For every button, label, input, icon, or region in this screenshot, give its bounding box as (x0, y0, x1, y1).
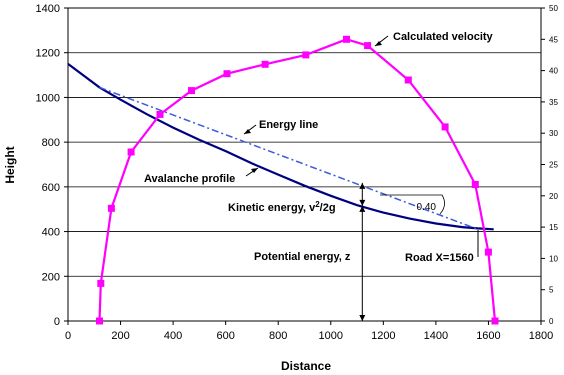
arrow-head (251, 168, 258, 173)
y2-tick-label: 35 (549, 98, 558, 107)
series-layer (67, 35, 499, 325)
grid (68, 52, 541, 277)
y-axis-title: Height (3, 146, 17, 183)
x-tick-label: 1400 (424, 330, 448, 342)
label-kinetic-energy: Kinetic energy, v2/2g (228, 200, 336, 214)
x-tick-label: 400 (164, 330, 182, 342)
arrow-head (359, 182, 366, 189)
velocity-point (491, 317, 499, 325)
velocity-point (107, 204, 115, 212)
velocity-point (223, 70, 231, 78)
y2-tick-label: 30 (549, 129, 558, 138)
y2-tick-label: 50 (549, 4, 558, 13)
velocity-point (404, 76, 412, 84)
y2-tick-label: 0 (549, 317, 554, 326)
velocity-point (302, 51, 310, 59)
arrow-head (359, 199, 366, 206)
y-tick-label: 1000 (36, 92, 60, 104)
annotations: Calculated velocity Energy line Avalanche … (144, 31, 494, 321)
y2-tick-label: 15 (549, 223, 558, 232)
label-road: Road X=1560 (405, 252, 474, 264)
y-tick-label: 400 (42, 227, 60, 239)
slope-bracket (380, 194, 445, 215)
label-avalanche-profile: Avalanche profile (144, 173, 235, 185)
velocity-point (156, 110, 164, 118)
arrow-head (359, 205, 366, 212)
y2-tick-label: 25 (549, 161, 558, 170)
label-energy-line: Energy line (259, 119, 318, 131)
y2-tick-label: 5 (549, 286, 554, 295)
velocity-point (343, 35, 350, 43)
velocity-point (261, 60, 269, 68)
x-tick-label: 1600 (476, 330, 500, 342)
y-tick-label: 1200 (36, 48, 60, 60)
x-tick-label: 800 (269, 330, 287, 342)
y-tick-label: 600 (42, 182, 60, 194)
velocity-point (471, 181, 479, 188)
x-tick-label: 1200 (371, 330, 395, 342)
y-tick-label: 1400 (36, 3, 60, 15)
y2-tick-label: 10 (549, 254, 558, 263)
y-axis: 0 200 400 600 800 1000 1200 1400 (36, 3, 68, 328)
x-tick-label: 0 (65, 330, 71, 342)
label-calculated-velocity: Calculated velocity (393, 31, 494, 43)
series-calculated-velocity (98, 38, 497, 322)
x-axis: 0 200 400 600 800 1000 1200 1400 1600 1800 (65, 321, 553, 342)
velocity-point (188, 87, 195, 95)
y2-tick-label: 40 (549, 67, 558, 76)
velocity-point (97, 279, 105, 287)
arrow-head (375, 41, 382, 46)
y-tick-label: 200 (42, 271, 60, 283)
x-tick-label: 1000 (319, 330, 343, 342)
label-slope: 0.40 (417, 202, 437, 213)
velocity-point (127, 148, 135, 156)
x-tick-label: 200 (111, 330, 129, 342)
series-energy-line (99, 86, 479, 231)
x-tick-label: 1800 (529, 330, 553, 342)
y-tick-label: 800 (42, 137, 60, 149)
velocity-point (441, 123, 449, 131)
label-potential-energy: Potential energy, z (254, 251, 351, 263)
x-axis-title: Distance (281, 359, 331, 373)
y2-tick-label: 45 (549, 35, 558, 44)
velocity-point (484, 248, 492, 256)
velocity-point (364, 42, 372, 50)
velocity-point (96, 317, 103, 325)
arrow-head (244, 129, 251, 134)
y2-tick-label: 20 (549, 192, 558, 201)
series-avalanche-profile (67, 63, 494, 231)
y2-axis: 0 5 10 15 20 25 30 35 40 45 50 (541, 4, 558, 326)
arrow-head (359, 315, 366, 321)
x-tick-label: 600 (216, 330, 234, 342)
y-tick-label: 0 (54, 316, 60, 328)
